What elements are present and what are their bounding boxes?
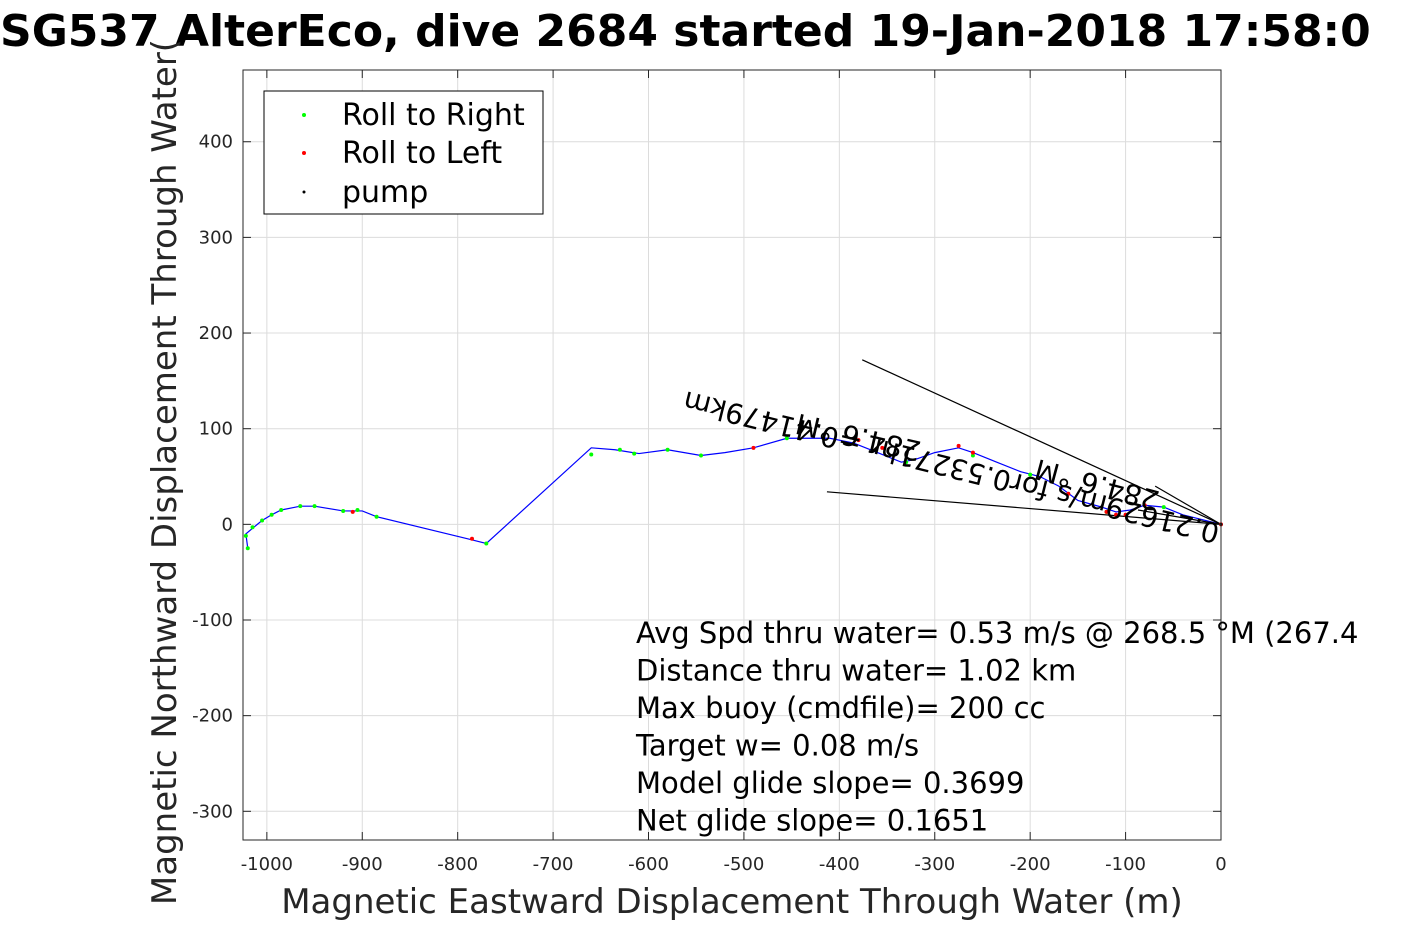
series-0-point [250, 525, 255, 530]
y-tick-label: 100 [199, 419, 233, 440]
x-tick-label: -600 [628, 854, 669, 875]
x-tick-label: -500 [723, 854, 764, 875]
series-1-point [469, 536, 474, 541]
series-0-point [665, 447, 670, 452]
y-tick-label: 300 [199, 227, 233, 248]
stat-line: Max buoy (cmdfile)= 200 cc [636, 691, 1045, 725]
legend-marker-roll-right [302, 113, 306, 117]
heading-line [826, 491, 1222, 525]
series-0-point [312, 504, 317, 509]
series-0-point [1028, 472, 1033, 477]
legend-label-roll-right: Roll to Right [342, 98, 525, 133]
x-tick-label: -400 [819, 854, 860, 875]
legend-marker-roll-left [302, 151, 306, 155]
glider-track-line [245, 437, 1222, 549]
series-0-point [260, 518, 265, 523]
x-tick-label: -800 [437, 854, 478, 875]
series-0-point [904, 460, 909, 465]
series-0-point [970, 453, 975, 458]
series-0-point [632, 451, 637, 456]
series-0-point [698, 453, 703, 458]
series-0-point [589, 452, 594, 457]
series-1-point [1123, 512, 1128, 517]
legend-box [263, 90, 544, 215]
series-1-point [1066, 491, 1071, 496]
series-0-point [355, 508, 360, 512]
y-tick-label: 400 [199, 132, 233, 153]
series-1-point [880, 445, 885, 450]
y-tick-label: 0 [222, 514, 233, 535]
series-0-point [269, 512, 274, 517]
series-0-point [245, 546, 250, 551]
series-0-point [298, 504, 303, 509]
series-1-point [956, 443, 961, 448]
y-tick-label: -300 [192, 801, 233, 822]
stat-line: Model glide slope= 0.3699 [636, 766, 1024, 800]
legend-label-pump: pump [342, 175, 428, 210]
ticks: -1000 -900 -800 -700 -600 -500 -400 -300 -200 -10… [192, 70, 1227, 875]
series-1-point [856, 438, 861, 443]
series-0-point [279, 508, 284, 512]
series-0-point [243, 533, 248, 538]
legend-marker-pump [302, 190, 306, 194]
stats-annotations: Avg Spd thru water= 0.53 m/s @ 268.5 °M … [635, 616, 1358, 838]
x-tick-label: -200 [1010, 854, 1051, 875]
y-axis-label: Magnetic Northward Displacement Through … [145, 39, 185, 905]
series-0-point [1161, 505, 1166, 510]
chart-title: SG537 AlterEco, dive 2684 started 19-Jan… [0, 6, 1371, 57]
series-0-point [341, 508, 346, 513]
series-1-point [751, 445, 756, 450]
x-axis-label: Magnetic Eastward Displacement Through W… [281, 882, 1183, 922]
legend-label-roll-left: Roll to Left [342, 136, 502, 171]
x-tick-label: 0 [1215, 854, 1226, 875]
heading-line [1137, 509, 1222, 525]
x-tick-label: -900 [342, 854, 383, 875]
grid [243, 70, 1222, 840]
stat-line: Avg Spd thru water= 0.53 m/s @ 268.5 °M … [636, 616, 1358, 650]
stat-line: Target w= 0.08 m/s [635, 729, 919, 763]
series-1-point [1114, 512, 1119, 517]
series-0-point [374, 514, 379, 519]
points-layer [243, 436, 1223, 551]
legend: Roll to Right Roll to Left pump [263, 90, 544, 215]
stat-line: Distance thru water= 1.02 km [636, 654, 1076, 688]
y-tick-label: 200 [199, 323, 233, 344]
heading-line [861, 359, 1222, 525]
series-1-point [350, 509, 355, 514]
series-1-point [1104, 509, 1109, 514]
heading-lines [826, 359, 1222, 525]
series-0-point [784, 436, 789, 441]
series-0-point [617, 447, 622, 452]
plot-frame [242, 69, 1222, 841]
stat-line: Net glide slope= 0.1651 [636, 804, 988, 838]
x-tick-label: -700 [533, 854, 574, 875]
y-tick-label: -200 [192, 706, 233, 727]
heading-line [1154, 485, 1222, 525]
x-tick-label: -300 [914, 854, 955, 875]
track-layer [245, 437, 1222, 549]
series-1-point [1142, 503, 1147, 508]
y-tick-label: -100 [192, 610, 233, 631]
series-0-point [484, 541, 489, 546]
x-tick-label: -100 [1105, 854, 1146, 875]
x-tick-label: -1000 [241, 854, 293, 875]
series-1-point [970, 450, 975, 455]
